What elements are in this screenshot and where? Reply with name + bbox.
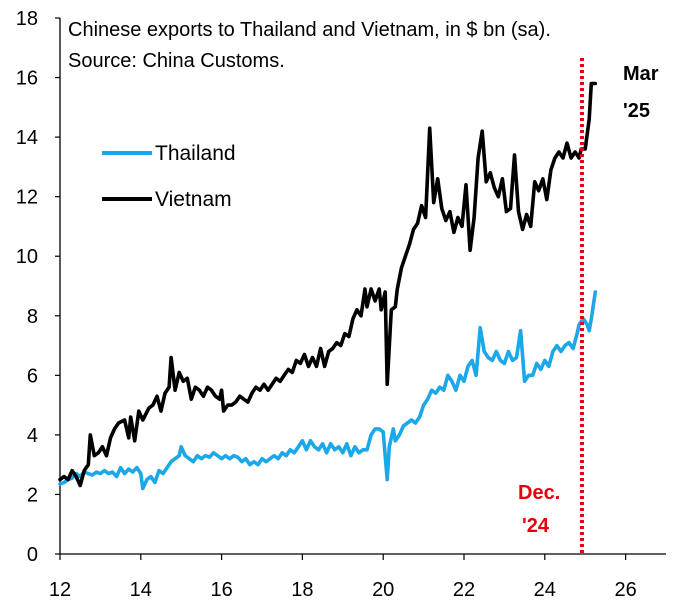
- y-tick-label: 16: [16, 68, 38, 90]
- x-tick-label: 22: [453, 579, 475, 601]
- annotation-dec-line1: Dec.: [518, 482, 560, 504]
- annotation-mar-line1: Mar: [623, 63, 659, 85]
- x-tick-label: 20: [372, 579, 394, 601]
- y-tick-label: 6: [27, 365, 38, 387]
- annotation-mar-25: Mar '25: [623, 63, 659, 122]
- series-layer: [58, 81, 598, 491]
- y-tick-label: 10: [16, 246, 38, 268]
- x-tick-label: 14: [130, 579, 152, 601]
- x-tick-label: 16: [210, 579, 232, 601]
- x-tick-label: 26: [614, 579, 636, 601]
- annotation-dec-line2: '24: [522, 515, 550, 537]
- x-tick-label: 12: [49, 579, 71, 601]
- y-tick-label: 0: [27, 544, 38, 566]
- annotation-dec-24: Dec. '24: [518, 482, 560, 537]
- series-line-vietnam: [58, 81, 598, 488]
- legend: Thailand Vietnam: [102, 142, 236, 211]
- y-tick-label: 2: [27, 484, 38, 506]
- series-line-thailand: [58, 290, 598, 491]
- legend-label-thailand: Thailand: [155, 142, 236, 165]
- y-tick-label: 8: [27, 306, 38, 328]
- annotation-mar-line2: '25: [623, 100, 650, 122]
- y-tick-label: 12: [16, 187, 38, 209]
- x-tick-label: 18: [291, 579, 313, 601]
- legend-label-vietnam: Vietnam: [155, 188, 232, 211]
- y-tick-label: 18: [16, 8, 38, 30]
- chart-title: Chinese exports to Thailand and Vietnam,…: [68, 19, 551, 41]
- y-tick-label: 14: [16, 127, 38, 149]
- x-tick-label: 24: [534, 579, 556, 601]
- y-tick-label: 4: [27, 425, 38, 447]
- chart-subtitle: Source: China Customs.: [68, 50, 285, 72]
